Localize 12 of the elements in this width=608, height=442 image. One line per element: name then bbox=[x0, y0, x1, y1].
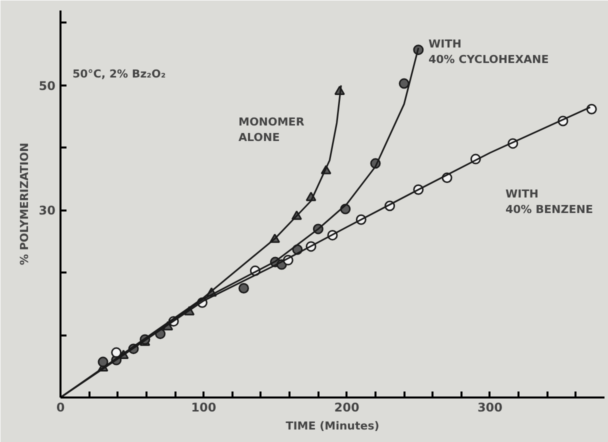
annotation: WITH 40% CYCLOHEXANE bbox=[428, 38, 549, 66]
annotation: MONOMER ALONE bbox=[238, 116, 305, 144]
x-tick-label: 200 bbox=[334, 400, 360, 414]
y-axis-title: % POLYMERIZATION bbox=[18, 142, 31, 266]
x-tick-label: 0 bbox=[56, 400, 65, 414]
x-tick-label: 300 bbox=[477, 400, 503, 414]
x-tick-label: 100 bbox=[191, 400, 216, 414]
y-tick-label: 30 bbox=[38, 204, 56, 218]
annotation: 50°C, 2% Bz₂O₂ bbox=[72, 68, 166, 80]
annotation: WITH 40% BENZENE bbox=[506, 188, 593, 216]
x-axis-title: TIME (Minutes) bbox=[286, 420, 380, 432]
y-tick-label: 50 bbox=[38, 78, 56, 93]
